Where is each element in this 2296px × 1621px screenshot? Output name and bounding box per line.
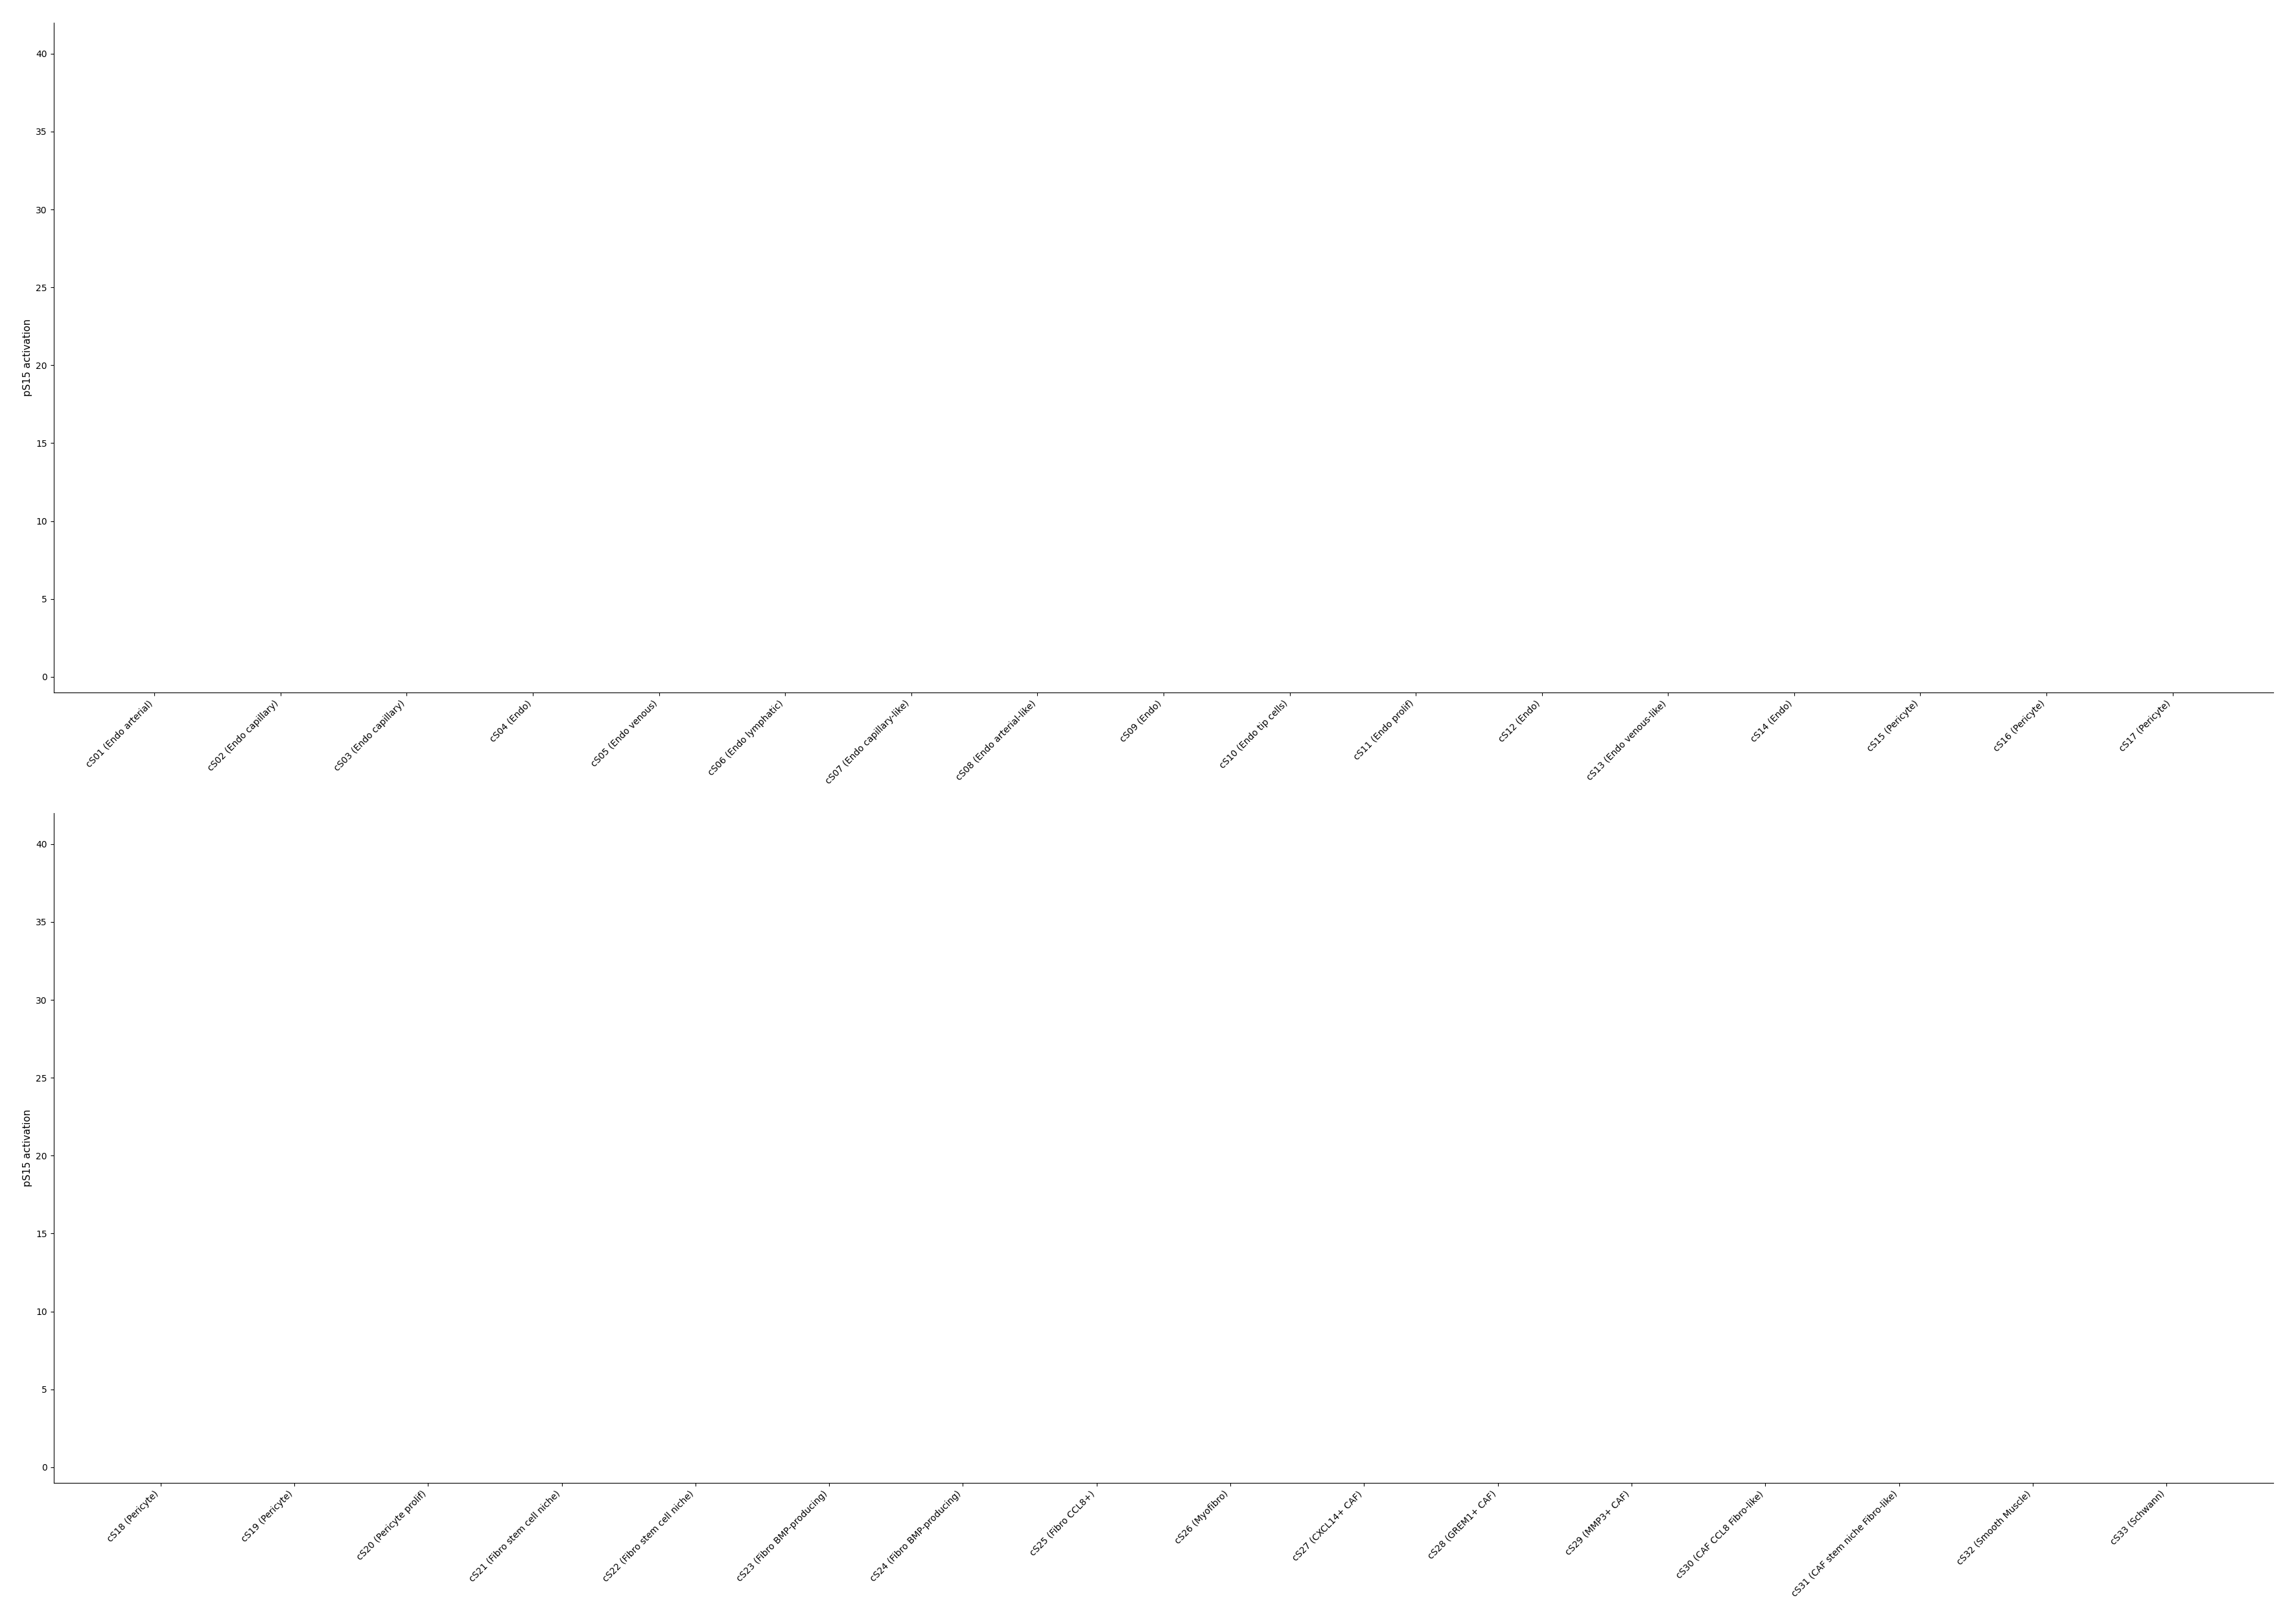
Y-axis label: pS15 activation: pS15 activation (23, 1109, 32, 1187)
Y-axis label: pS15 activation: pS15 activation (23, 319, 32, 396)
